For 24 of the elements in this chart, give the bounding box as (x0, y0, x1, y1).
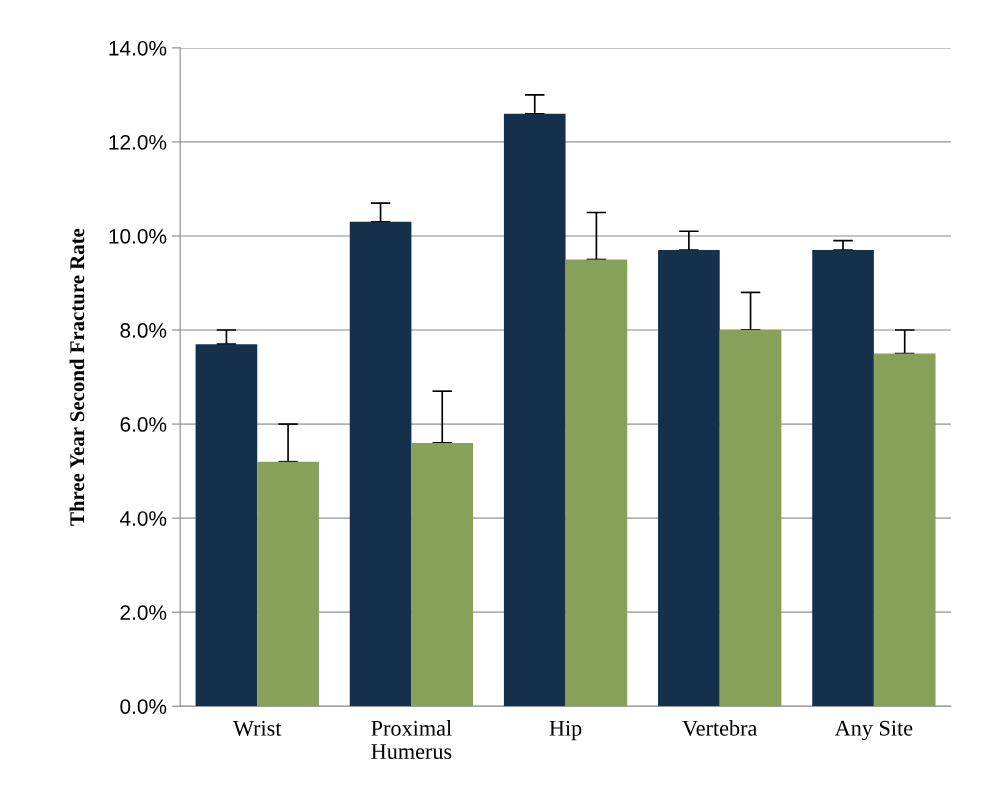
x-tick-label: Proximal Humerus (371, 720, 452, 759)
y-tick-label: 12.0% (109, 134, 167, 150)
y-tick-label: 4.0% (119, 511, 167, 526)
bar (719, 330, 782, 707)
bar (658, 250, 720, 707)
y-tick-label: 6.0% (120, 417, 167, 432)
y-tick-label: 2.0% (120, 605, 167, 620)
x-tick-label: Hip (549, 720, 582, 741)
x-tick-label: Vertebra (682, 720, 758, 736)
y-tick-label: 0.0% (120, 699, 167, 714)
y-axis-title: Three Year Second Fracture Rate (69, 228, 85, 526)
bar (873, 353, 936, 707)
bar (349, 221, 412, 707)
bar (257, 461, 319, 707)
x-tick-label: Any Site (834, 720, 913, 741)
bar (195, 344, 258, 707)
bar (812, 250, 874, 707)
y-tick-label: 14.0% (109, 40, 167, 56)
y-tick-label: 8.0% (120, 323, 167, 338)
bar (565, 259, 628, 707)
x-tick-label: Wrist (233, 720, 282, 736)
bar (503, 113, 566, 707)
bar (411, 442, 474, 707)
y-tick-label: 10.0% (109, 228, 167, 244)
